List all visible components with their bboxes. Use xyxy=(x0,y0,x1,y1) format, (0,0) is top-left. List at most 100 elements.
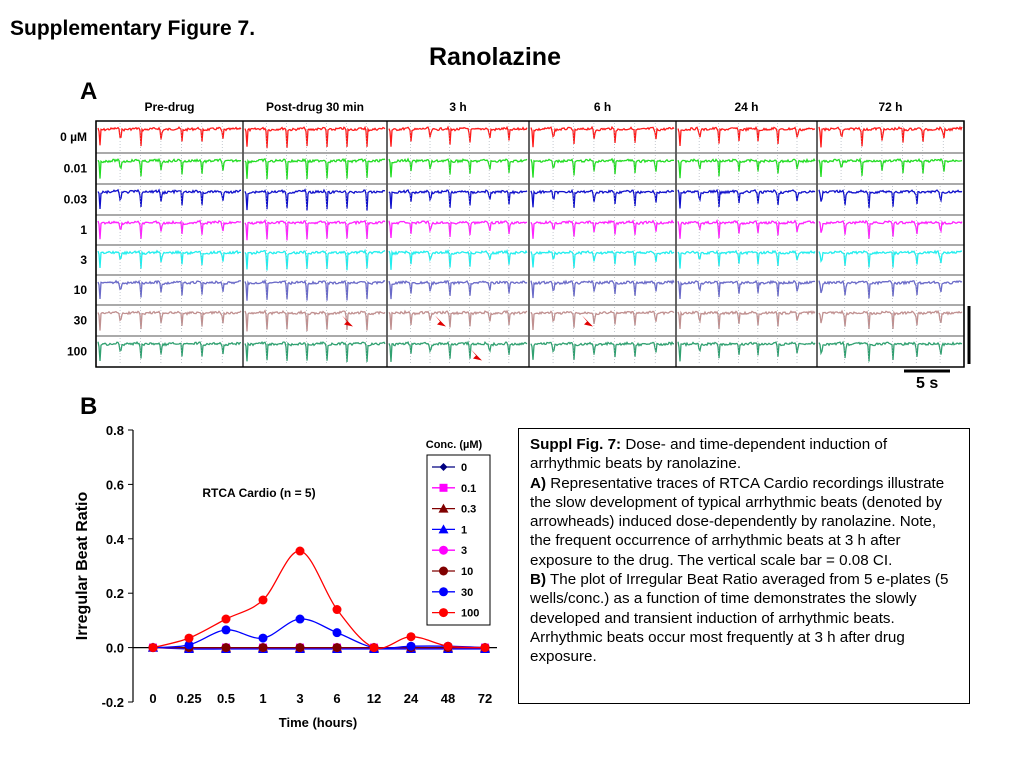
impedance-trace xyxy=(244,278,386,301)
panel-b-letter: B xyxy=(80,393,98,420)
data-point xyxy=(406,642,416,652)
impedance-trace xyxy=(677,126,816,146)
data-point xyxy=(295,643,305,653)
data-point xyxy=(369,643,379,653)
impedance-trace xyxy=(530,125,675,148)
impedance-trace xyxy=(388,340,528,362)
data-point xyxy=(258,643,268,653)
data-point xyxy=(184,643,194,653)
arrhythmia-arrowhead xyxy=(435,315,446,327)
data-point xyxy=(438,524,449,534)
x-tick-label: 1 xyxy=(259,691,266,706)
figure-title: Ranolazine xyxy=(429,43,561,71)
data-point xyxy=(407,643,415,652)
data-point xyxy=(444,643,452,652)
data-point xyxy=(480,642,490,652)
impedance-trace xyxy=(677,341,816,362)
impedance-trace xyxy=(677,310,816,330)
impedance-trace xyxy=(97,188,241,209)
data-point xyxy=(480,643,490,653)
series-line xyxy=(152,550,486,650)
figure-caption: Suppl Fig. 7: Dose- and time-dependent i… xyxy=(518,428,970,704)
y-tick-label: 0.2 xyxy=(106,586,124,601)
impedance-trace xyxy=(244,309,386,332)
data-point xyxy=(406,641,416,651)
data-point xyxy=(258,633,268,643)
impedance-trace xyxy=(244,157,386,180)
data-point xyxy=(184,643,194,653)
data-point xyxy=(259,643,267,652)
data-point xyxy=(332,643,342,653)
impedance-trace xyxy=(388,249,528,270)
caption-b-label: B) xyxy=(530,571,547,589)
data-point xyxy=(148,643,158,653)
impedance-trace xyxy=(97,126,242,147)
data-point xyxy=(439,566,448,576)
impedance-trace xyxy=(97,279,242,300)
data-point xyxy=(148,642,158,652)
data-point xyxy=(481,643,489,652)
data-point xyxy=(296,643,304,652)
chart-annotation: RTCA Cardio (n = 5) xyxy=(202,486,315,500)
data-point xyxy=(332,643,342,653)
series-line xyxy=(152,646,485,650)
data-point xyxy=(407,643,415,652)
timepoint-header: 72 h xyxy=(878,100,902,114)
data-point xyxy=(481,643,489,652)
data-point xyxy=(369,643,379,653)
timepoint-header: Post-drug 30 min xyxy=(266,100,364,114)
timepoint-header: Pre-drug xyxy=(144,100,194,114)
x-tick-label: 24 xyxy=(404,691,419,706)
caption-b-text: The plot of Irregular Beat Ratio average… xyxy=(530,571,949,666)
trace-grid-panel: Pre-drug Post-drug 30 min 3 h 6 h 24 h 72 h 0 … xyxy=(60,100,971,373)
impedance-trace xyxy=(244,188,386,211)
data-point xyxy=(406,643,416,653)
data-point xyxy=(221,625,231,635)
data-point xyxy=(258,595,268,605)
caption-heading-text: Dose- and time-dependent induction of ar… xyxy=(530,436,888,473)
concentration-label: 10 xyxy=(74,283,88,297)
impedance-trace xyxy=(388,220,528,238)
impedance-trace xyxy=(818,340,963,362)
x-tick-label: 72 xyxy=(478,691,492,706)
data-point xyxy=(184,633,194,643)
impedance-trace xyxy=(530,340,675,360)
series-0.3 xyxy=(148,642,490,652)
impedance-trace xyxy=(818,157,963,177)
data-point xyxy=(369,642,379,652)
data-point xyxy=(480,643,490,653)
y-tick-label: -0.2 xyxy=(102,695,124,710)
impedance-trace xyxy=(244,248,386,271)
concentration-label: 100 xyxy=(67,345,87,359)
data-point xyxy=(295,643,305,653)
data-point xyxy=(439,545,448,555)
y-axis-label: Irregular Beat Ratio xyxy=(74,492,91,641)
impedance-trace xyxy=(388,309,528,330)
time-scale-label: 5 s xyxy=(916,375,939,392)
data-point xyxy=(221,614,231,624)
data-point xyxy=(221,642,231,652)
data-point xyxy=(406,632,416,642)
data-point xyxy=(148,642,158,652)
data-point xyxy=(439,463,448,471)
legend-box xyxy=(426,454,491,626)
data-point xyxy=(439,608,448,618)
data-point xyxy=(258,642,268,652)
impedance-trace xyxy=(677,249,816,269)
data-point xyxy=(480,643,490,653)
data-point xyxy=(332,605,342,615)
data-point xyxy=(332,643,342,653)
legend-title: Conc. (µM) xyxy=(426,439,483,451)
impedance-trace xyxy=(530,219,675,239)
grid-frame xyxy=(95,120,965,368)
series-30 xyxy=(148,614,490,653)
data-point xyxy=(443,643,453,653)
impedance-trace xyxy=(97,341,242,361)
data-point xyxy=(444,643,452,652)
data-point xyxy=(149,643,157,652)
data-point xyxy=(296,643,304,652)
series-3 xyxy=(148,643,490,653)
impedance-trace xyxy=(818,125,963,148)
x-axis-label: Time (hours) xyxy=(279,715,358,730)
data-point xyxy=(221,643,231,653)
